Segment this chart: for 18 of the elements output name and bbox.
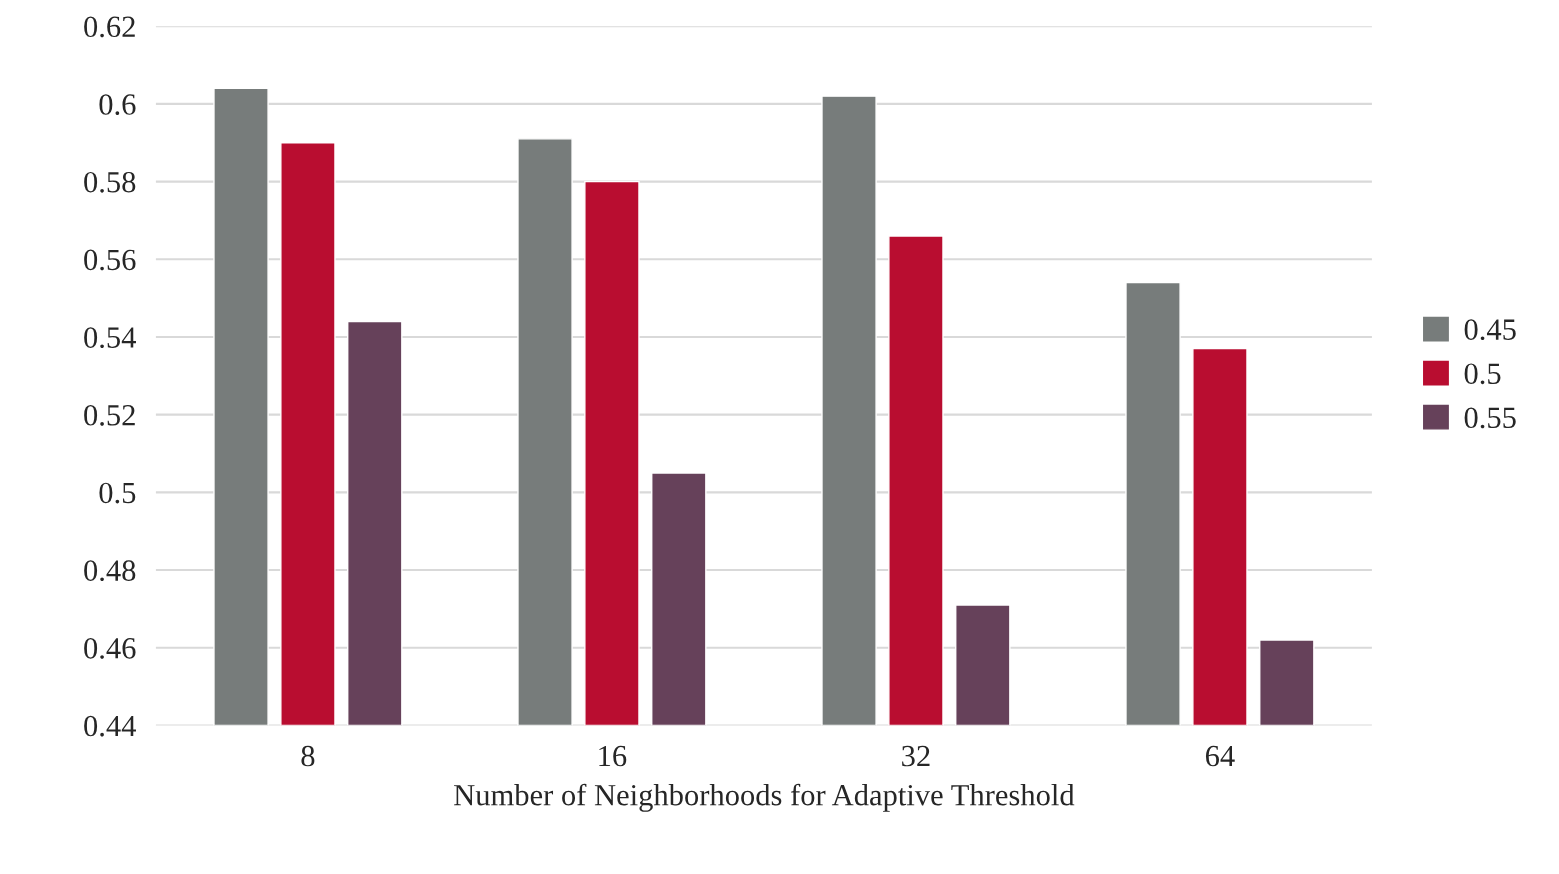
y-tick-label: 0.46: [84, 638, 136, 659]
y-tick-label: 0.58: [84, 171, 136, 193]
x-tick-label: 64: [1205, 745, 1235, 767]
x-tick-label: 8: [301, 745, 315, 767]
x-axis-title: Number of Neighborhoods for Adaptive Threshold: [454, 783, 1075, 812]
y-tick-label: 0.56: [84, 249, 136, 271]
y-tick-label: 0.62: [84, 16, 135, 38]
x-tick-label: 16: [599, 745, 627, 767]
legend-label: 0.55: [1464, 407, 1516, 429]
y-tick-label: 0.6: [99, 94, 136, 115]
legend-label: 0.5: [1464, 363, 1501, 385]
legend-label: 0.45: [1464, 319, 1516, 341]
y-tick-label: 0.54: [84, 327, 136, 349]
y-tick-label: 0.5: [99, 482, 136, 504]
y-tick-label: 0.44: [84, 715, 136, 737]
y-tick-label: 0.52: [84, 404, 135, 426]
x-tick-label: 32: [902, 745, 930, 767]
y-tick-label: 0.48: [84, 560, 136, 582]
